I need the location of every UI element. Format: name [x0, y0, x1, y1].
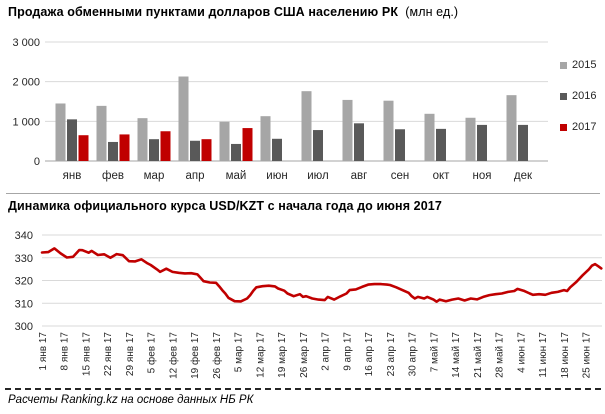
- bar-x-tick-label: фев: [102, 170, 124, 182]
- bar-x-tick-label: ноя: [473, 170, 492, 182]
- legend-item-2016: 2016: [560, 90, 605, 102]
- legend-swatch-2015: [560, 61, 567, 69]
- line-chart-title: Динамика официального курса USD/KZT с на…: [8, 199, 442, 213]
- legend-label-2016: 2016: [572, 90, 597, 102]
- bar-chart-title-text: Продажа обменными пунктами долларов США …: [8, 5, 399, 19]
- bar-x-tick-label: сен: [391, 170, 410, 182]
- bar-x-tick-label: дек: [514, 170, 533, 182]
- line-x-tick-label: 7 май 17: [429, 332, 440, 373]
- line-x-tick-label: 1 янв 17: [38, 332, 49, 371]
- bar-2016-авг: [354, 123, 364, 161]
- line-x-tick-label: 19 фев 17: [189, 332, 201, 379]
- bar-chart-legend: 2015 2016 2017: [560, 59, 605, 153]
- bar-2015-июн: [260, 116, 271, 161]
- line-x-tick-label: 15 янв 17: [81, 332, 92, 376]
- bar-2015-май: [219, 121, 230, 161]
- bar-x-tick-label: май: [226, 170, 247, 182]
- bar-y-tick-label: 2 000: [12, 77, 40, 89]
- footer-divider: [5, 388, 601, 390]
- line-x-tick-label: 26 фев 17: [211, 332, 223, 379]
- bar-2015-авг: [342, 99, 353, 161]
- bar-2015-июл: [301, 91, 312, 161]
- bar-y-tick-label: 0: [34, 156, 40, 168]
- line-x-tick-label: 11 июн 17: [538, 332, 549, 378]
- bar-2016-дек: [518, 124, 528, 161]
- line-x-tick-label: 29 янв 17: [125, 332, 136, 376]
- bar-2016-июн: [272, 138, 282, 161]
- bar-2016-мар: [149, 139, 159, 161]
- legend-label-2015: 2015: [572, 59, 597, 71]
- usd-kzt-rate-line: [40, 247, 603, 303]
- bar-2015-дек: [506, 95, 517, 161]
- line-x-tick-label: 5 мар 17: [234, 332, 245, 373]
- line-x-tick-label: 9 апр 17: [342, 332, 353, 371]
- bar-2015-апр: [178, 76, 189, 161]
- line-x-tick-label: 22 янв 17: [103, 332, 114, 376]
- bar-2017-апр: [201, 139, 212, 161]
- bar-x-tick-label: апр: [185, 170, 204, 182]
- line-x-tick-label: 14 май 17: [451, 332, 462, 378]
- bar-y-tick-label: 1 000: [12, 116, 40, 128]
- line-x-tick-label: 12 фев 17: [167, 332, 179, 379]
- line-x-tick-label: 30 апр 17: [408, 332, 419, 377]
- bar-x-tick-label: янв: [63, 170, 82, 182]
- legend-swatch-2017: [560, 123, 567, 131]
- bar-2016-апр: [190, 140, 200, 161]
- line-x-tick-label: 25 июн 17: [582, 332, 593, 379]
- line-chart: 340 330 320 310 300 1 янв 17 8 янв 17 15 янв 17…: [15, 230, 603, 379]
- bar-x-tick-label: июл: [307, 170, 329, 182]
- bar-2016-сен: [395, 129, 405, 161]
- section-divider: [6, 193, 600, 194]
- bar-2015-окт: [424, 113, 435, 161]
- bar-2017-янв: [78, 135, 89, 161]
- bar-2016-фев: [108, 141, 118, 161]
- line-x-tick-label: 21 май 17: [473, 332, 484, 378]
- legend-item-2015: 2015: [560, 59, 605, 71]
- line-x-tick-label: 28 май 17: [495, 332, 506, 378]
- line-x-tick-label: 23 апр 17: [386, 332, 397, 377]
- line-y-tick-label: 320: [15, 276, 33, 288]
- bar-x-tick-label: окт: [433, 170, 451, 182]
- bar-2016-окт: [436, 128, 446, 161]
- bar-x-tick-label: июн: [266, 170, 287, 182]
- line-x-tick-label: 5 фев 17: [146, 332, 158, 374]
- line-x-tick-label: 8 янв 17: [60, 332, 71, 371]
- line-x-tick-label: 18 июн 17: [560, 332, 571, 379]
- line-y-tick-label: 300: [15, 321, 33, 333]
- line-x-tick-label: 12 мар 17: [255, 332, 266, 378]
- bar-2015-сен: [383, 100, 394, 161]
- bar-2015-янв: [55, 103, 66, 161]
- line-y-tick-label: 340: [15, 230, 33, 242]
- bar-2017-фев: [119, 134, 130, 161]
- bar-2017-май: [242, 128, 253, 161]
- line-x-tick-label: 16 апр 17: [364, 332, 375, 377]
- line-x-tick-label: 19 мар 17: [277, 332, 288, 378]
- footer-note: Расчеты Ranking.kz на основе данных НБ Р…: [8, 394, 254, 406]
- legend-item-2017: 2017: [560, 121, 605, 133]
- bar-x-tick-label: мар: [144, 170, 165, 182]
- bar-y-tick-label: 3 000: [12, 37, 40, 49]
- bar-2016-май: [231, 143, 241, 161]
- line-y-tick-label: 310: [15, 298, 33, 310]
- line-x-tick-label: 2 апр 17: [321, 332, 332, 371]
- bar-2016-янв: [67, 119, 77, 161]
- bar-2015-фев: [96, 105, 107, 161]
- bar-2017-мар: [160, 131, 171, 161]
- line-x-tick-label: 26 мар 17: [299, 332, 310, 378]
- bar-chart-title-units: (млн ед.): [405, 5, 459, 19]
- bar-chart-title: Продажа обменными пунктами долларов США …: [8, 5, 458, 19]
- legend-label-2017: 2017: [572, 121, 597, 133]
- bar-2015-мар: [137, 118, 148, 161]
- bar-2016-июл: [313, 130, 323, 161]
- bar-2015-ноя: [465, 117, 476, 161]
- line-y-tick-label: 330: [15, 253, 33, 265]
- bar-2016-ноя: [477, 124, 487, 161]
- line-x-tick-label: 4 июн 17: [516, 332, 527, 373]
- legend-swatch-2016: [560, 92, 567, 100]
- bar-chart: 3 000 2 000 1 000 0 янв фев мар апр май июн июл авг…: [12, 37, 548, 182]
- bar-x-tick-label: авг: [351, 170, 368, 182]
